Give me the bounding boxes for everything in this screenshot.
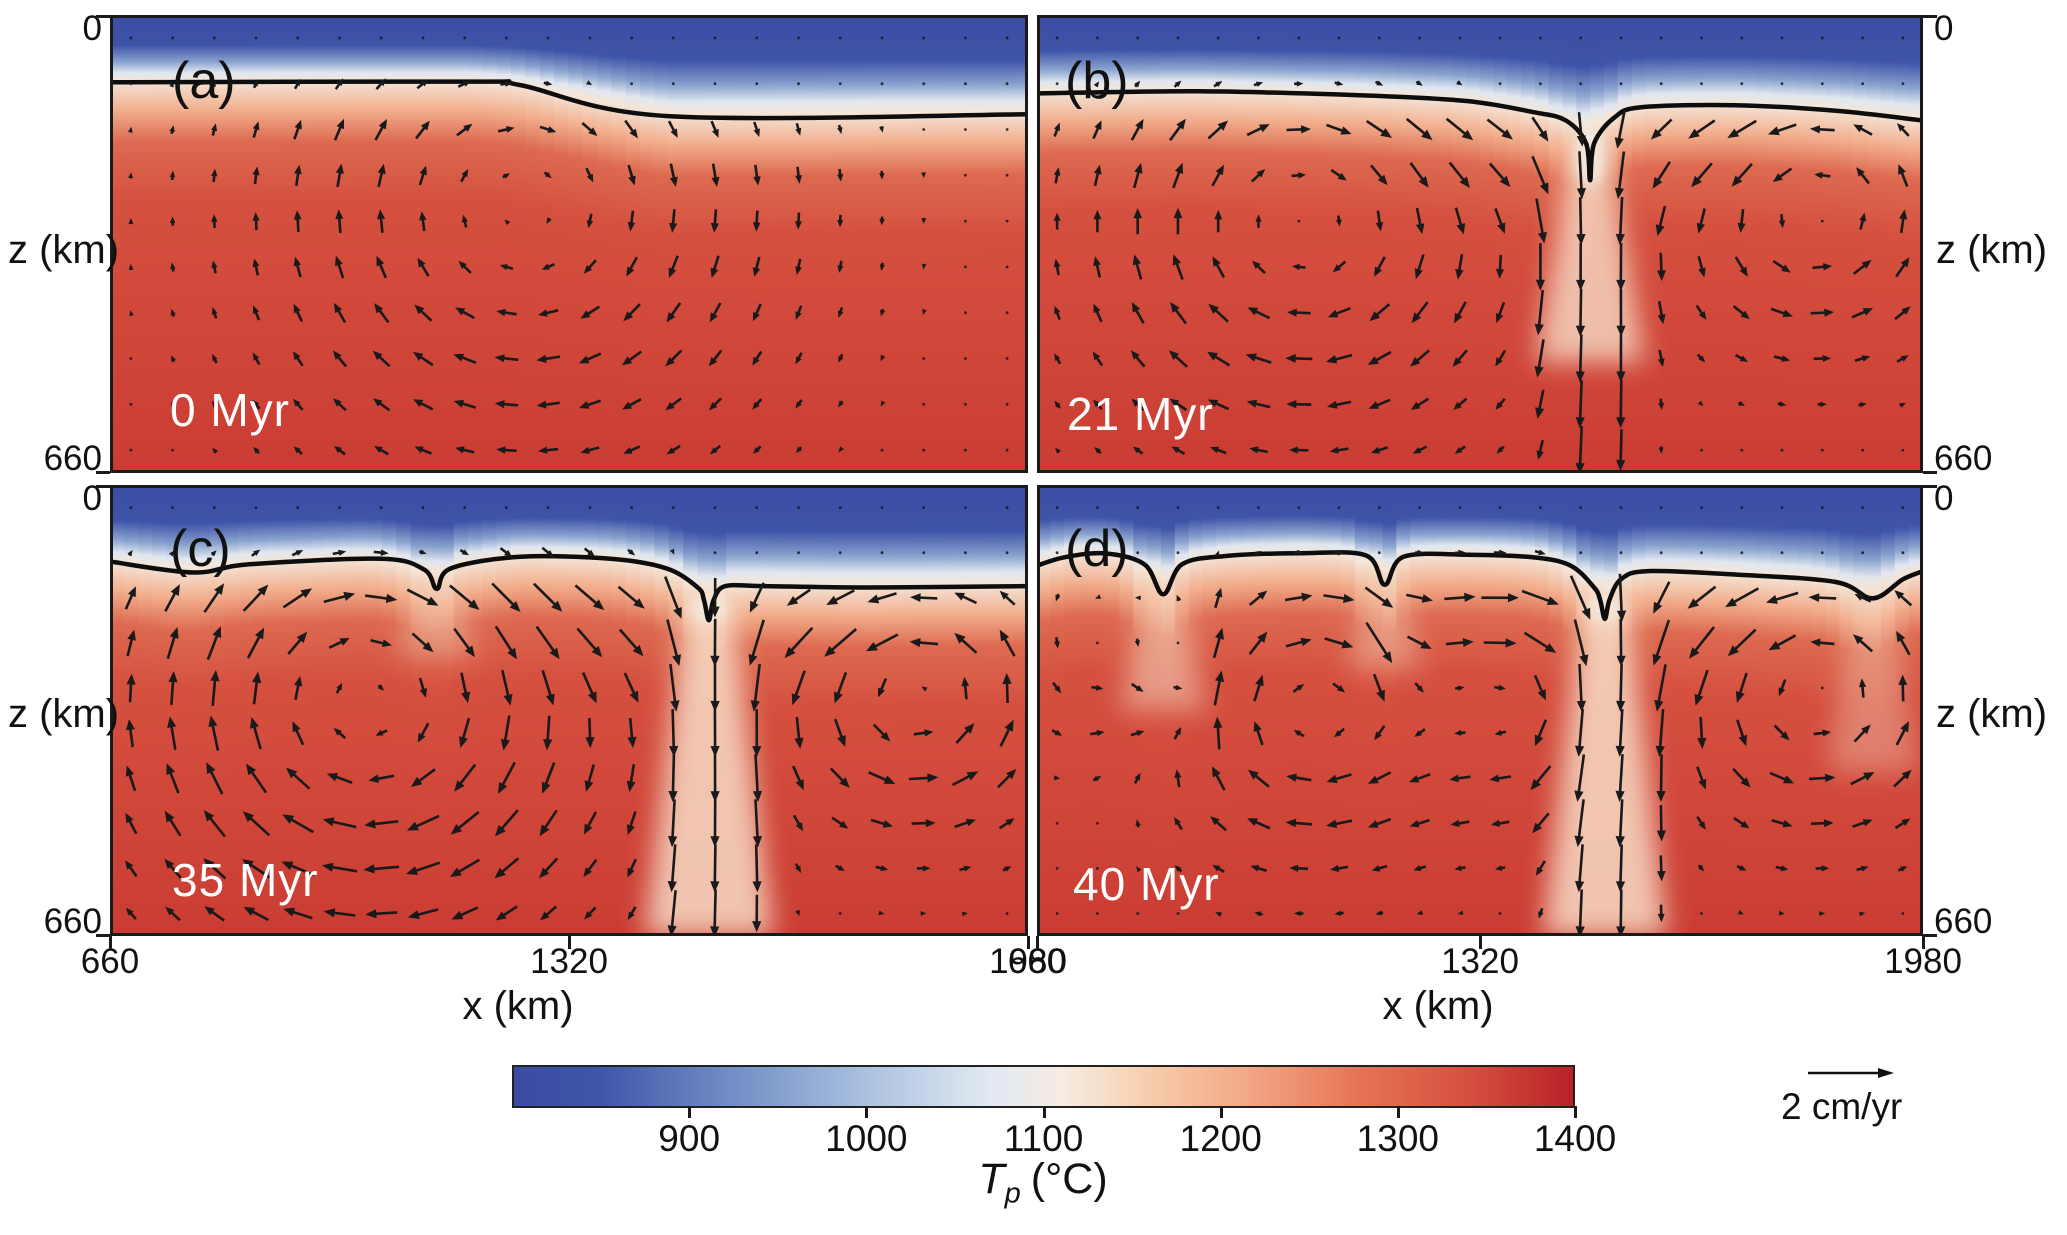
panel-b: (b) 21 Myr [1037,15,1923,473]
z-tick-right-1-0: 0 [1934,479,1954,518]
panel-d-time-label: 40 Myr [1073,858,1220,910]
panel-c-letter: (c) [170,520,231,578]
z-tickmark-1-0 [96,485,110,488]
panel-a-time-label: 0 Myr [170,384,290,436]
panel-a: (a) 0 Myr [110,15,1028,473]
panel-b-heatmap [1037,15,1923,473]
x-tick-1-1980: 1980 [1884,942,1962,981]
cbar-tick-900: 900 [658,1118,721,1159]
cbar-tickmark-1100 [1042,1106,1046,1118]
cbar-tick-1300: 1300 [1356,1118,1439,1159]
x-tick-1-660: 660 [1007,942,1067,981]
cbar-tick-1100: 1100 [1003,1118,1084,1159]
z-tickmark-1-1 [96,934,110,937]
cbar-tickmark-1400 [1574,1106,1577,1118]
z-tickmark-1-3 [1923,934,1937,937]
panel-b-time-label: 21 Myr [1067,388,1214,440]
x-tickmark-0-0 [109,936,112,949]
panel-b-letter: (b) [1065,52,1129,110]
x-axis-label-left: x (km) [462,984,574,1028]
panel-a-heatmap [110,15,1028,473]
panel-d: (d) 40 Myr [1037,485,1923,936]
colorbar [512,1065,1575,1108]
panel-c-heatmap [110,485,1028,936]
z-tickmark-0-1 [96,471,110,474]
panel-c-time-label: 35 Myr [172,854,319,906]
z-tick-left-1-660: 660 [43,902,102,941]
x-tickmark-0-1 [568,936,571,949]
z-tick-right-0-660: 660 [1934,439,1993,478]
x-tick-0-660: 660 [80,942,140,981]
colorbar-label-subscript: p [1004,1177,1021,1210]
panel-d-letter: (d) [1065,520,1129,578]
colorbar-label-symbol: T [978,1155,1005,1203]
cbar-tickmark-1200 [1219,1106,1223,1118]
x-tick-0-1980: 1980 [989,942,1067,981]
x-tick-1-1320: 1320 [1441,942,1519,981]
z-tick-right-1-660: 660 [1934,902,1993,941]
z-tickmark-0-2 [1923,15,1937,18]
z-axis-label-right-top: z (km) [1936,228,2048,272]
cbar-tickmark-900 [688,1106,692,1118]
cbar-tick-1000: 1000 [825,1118,908,1159]
colorbar-label: Tp (°C) [978,1158,1107,1209]
z-tickmark-0-0 [96,15,110,18]
panel-c: (c) 35 Myr [110,485,1028,936]
velocity-scale-arrow-icon [1808,1068,1894,1078]
cbar-tick-1400: 1400 [1533,1118,1617,1159]
z-tick-left-0-660: 660 [43,439,102,478]
z-axis-label-right-bottom: z (km) [1936,692,2048,736]
colorbar-label-units: (°C) [1030,1155,1108,1203]
z-tick-left-0-0: 0 [82,9,102,48]
x-tickmark-1-1 [1479,936,1482,949]
panel-a-letter: (a) [172,52,236,110]
x-tick-0-1320: 1320 [530,942,608,981]
cbar-tickmark-1300 [1396,1106,1400,1118]
panel-d-heatmap [1037,485,1923,936]
cbar-tickmark-1000 [865,1106,869,1118]
z-tick-right-0-0: 0 [1934,9,1954,48]
z-axis-label-left-top: z (km) [8,228,120,272]
z-axis-label-left-bottom: z (km) [8,692,120,736]
cbar-tick-1200: 1200 [1179,1118,1262,1159]
x-tickmark-1-0 [1036,936,1039,949]
z-tickmark-1-2 [1923,485,1937,488]
z-tickmark-0-3 [1923,471,1937,474]
velocity-scale-label: 2 cm/yr [1781,1086,1903,1127]
z-tick-left-1-0: 0 [82,479,102,518]
x-axis-label-right: x (km) [1382,984,1494,1028]
x-tickmark-0-2 [1027,936,1030,949]
x-tickmark-1-2 [1922,936,1925,949]
